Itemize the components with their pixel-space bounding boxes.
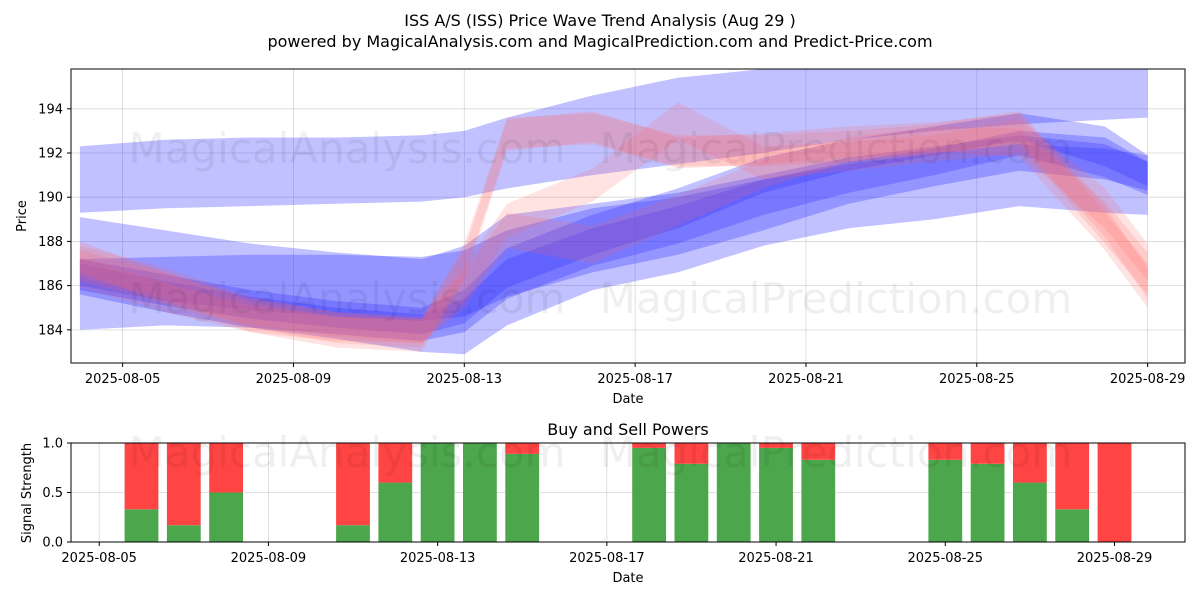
price-watermarks: MagicalAnalysis.com MagicalPrediction.co… <box>129 124 1073 323</box>
price-y-tick-label: 192 <box>38 147 63 162</box>
sell-bar <box>928 443 963 460</box>
price-y-tick-label: 184 <box>38 323 63 338</box>
buy-bar <box>928 459 963 542</box>
watermark-analysis-3: MagicalAnalysis.com <box>129 428 566 477</box>
powers-x-tick-label: 2025-08-25 <box>907 551 983 566</box>
sell-bar <box>209 443 243 493</box>
powers-x-tick-label: 2025-08-13 <box>400 551 476 566</box>
powers-watermarks: MagicalAnalysis.com MagicalPrediction.co… <box>129 428 1073 477</box>
powers-x-ticks: 2025-08-05 2025-08-09 2025-08-13 2025-08-17… <box>61 542 1152 566</box>
chart-subtitle: powered by MagicalAnalysis.com and Magic… <box>267 32 932 51</box>
sell-bar <box>378 443 413 483</box>
price-band-red-5 <box>79 126 1148 344</box>
buy-bar <box>209 492 243 542</box>
price-band-red-8 <box>79 102 1148 344</box>
price-band-blue-4 <box>79 113 1148 335</box>
powers-y-tick-label: 0.5 <box>42 486 63 501</box>
sell-bar <box>632 443 666 448</box>
price-x-tick-label: 2025-08-05 <box>85 372 161 387</box>
price-band-blue-0 <box>79 69 1148 213</box>
chart-title: ISS A/S (ISS) Price Wave Trend Analysis … <box>404 11 796 30</box>
watermark-analysis-2: MagicalAnalysis.com <box>129 274 566 323</box>
price-y-ticks: 184 186 188 190 192 194 <box>38 102 71 338</box>
price-x-tick-label: 2025-08-17 <box>597 372 673 387</box>
buy-bar <box>336 525 370 542</box>
price-band-blue-2 <box>79 135 1148 355</box>
price-x-tick-label: 2025-08-25 <box>939 372 1015 387</box>
powers-x-tick-label: 2025-08-29 <box>1077 551 1153 566</box>
buy-bar <box>1013 482 1047 542</box>
powers-y-tick-label: 1.0 <box>42 437 63 452</box>
sell-bar <box>1055 443 1090 510</box>
buy-bar <box>505 453 540 542</box>
watermark-prediction-3: MagicalPrediction.com <box>600 428 1073 477</box>
watermark-prediction-2: MagicalPrediction.com <box>600 274 1073 323</box>
sell-bar <box>505 443 540 454</box>
buy-bar <box>378 482 413 542</box>
price-bands <box>79 69 1148 355</box>
price-x-ticks: 2025-08-05 2025-08-09 2025-08-13 2025-08-17… <box>85 363 1186 387</box>
watermark-prediction: MagicalPrediction.com <box>600 124 1073 173</box>
powers-bars <box>124 443 1132 542</box>
powers-x-tick-label: 2025-08-17 <box>569 551 645 566</box>
price-y-tick-label: 190 <box>38 191 63 206</box>
buy-bar <box>463 443 497 542</box>
buy-bar <box>801 459 836 542</box>
watermark-analysis: MagicalAnalysis.com <box>129 124 566 173</box>
price-x-tick-label: 2025-08-21 <box>768 372 844 387</box>
sell-bar <box>801 443 836 460</box>
powers-y-tick-label: 0.0 <box>42 536 63 551</box>
price-y-tick-label: 188 <box>38 235 63 250</box>
price-y-tick-label: 194 <box>38 102 63 117</box>
powers-y-label: Signal Strength <box>20 443 35 543</box>
sell-bar <box>970 443 1005 464</box>
buy-bar <box>674 463 709 542</box>
buy-bar <box>166 525 201 542</box>
price-y-label: Price <box>15 200 30 232</box>
price-x-tick-label: 2025-08-29 <box>1110 372 1186 387</box>
sell-bar <box>124 443 159 510</box>
powers-x-label: Date <box>612 571 643 586</box>
price-x-tick-label: 2025-08-13 <box>426 372 502 387</box>
price-band-blue-3 <box>79 130 1148 341</box>
price-band-red-6 <box>79 111 1148 352</box>
buy-bar <box>716 443 751 542</box>
sell-bar <box>759 443 793 448</box>
price-y-tick-label: 186 <box>38 279 63 294</box>
sell-bar <box>336 443 370 526</box>
powers-y-ticks: 0.0 0.5 1.0 <box>42 437 71 551</box>
powers-x-tick-label: 2025-08-21 <box>738 551 814 566</box>
buy-bar <box>970 463 1005 542</box>
buy-bar <box>1055 509 1090 542</box>
buy-bar <box>420 443 455 542</box>
powers-title: Buy and Sell Powers <box>547 420 709 439</box>
sell-bar <box>166 443 201 526</box>
sell-bar <box>674 443 709 464</box>
price-x-tick-label: 2025-08-09 <box>256 372 332 387</box>
sell-bar <box>1013 443 1047 483</box>
powers-x-tick-label: 2025-08-05 <box>61 551 137 566</box>
price-axes-frame <box>70 68 1186 364</box>
sell-bar <box>1097 443 1132 542</box>
price-x-label: Date <box>612 392 643 407</box>
buy-bar <box>632 447 666 542</box>
price-grid <box>71 69 1185 363</box>
price-band-blue-1 <box>79 144 1148 321</box>
buy-bar <box>124 509 159 542</box>
powers-x-tick-label: 2025-08-09 <box>231 551 307 566</box>
buy-bar <box>759 447 793 542</box>
